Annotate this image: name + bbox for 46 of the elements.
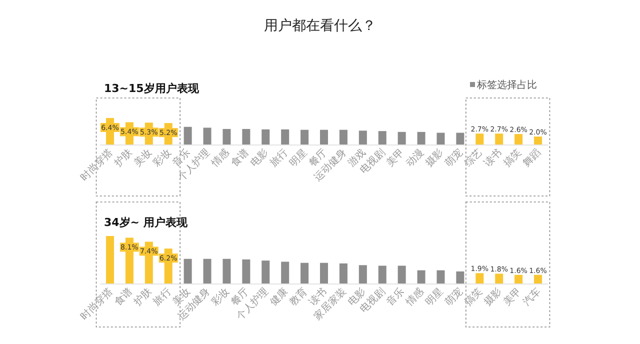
bar xyxy=(320,262,328,284)
x-tick-label: 音乐 xyxy=(384,286,407,308)
bar xyxy=(222,128,231,145)
bar xyxy=(495,274,504,284)
legend: 标签选择占比 xyxy=(470,80,537,91)
bar xyxy=(222,258,231,284)
x-tick-label: 明星 xyxy=(288,147,310,170)
bar xyxy=(417,132,426,145)
bar xyxy=(398,132,406,145)
bar xyxy=(203,258,212,284)
bar xyxy=(242,259,250,284)
legend-label: 标签选择占比 xyxy=(476,79,537,91)
bar xyxy=(300,262,309,284)
bar xyxy=(476,134,484,145)
bar xyxy=(514,274,523,284)
bar xyxy=(320,130,328,145)
x-tick-label: 彩妆 xyxy=(150,146,174,170)
bar xyxy=(184,126,192,145)
bar xyxy=(398,266,406,284)
bar xyxy=(417,270,426,284)
bar xyxy=(514,134,523,145)
bar xyxy=(495,134,504,145)
bar xyxy=(106,236,114,284)
bar xyxy=(262,260,270,284)
bar xyxy=(339,263,348,284)
bar xyxy=(339,130,348,145)
bar xyxy=(476,273,484,284)
bar xyxy=(242,128,250,145)
bar xyxy=(358,265,367,284)
bar xyxy=(534,136,542,145)
chart-subtitle: 13~15岁用户表现 xyxy=(104,82,200,95)
bar xyxy=(534,274,542,284)
bar xyxy=(281,262,290,284)
bar xyxy=(358,130,367,145)
chart-title: 用户都在看什么？ xyxy=(264,18,376,34)
bar xyxy=(203,128,212,145)
bar xyxy=(300,130,309,145)
bar xyxy=(378,266,386,284)
bar xyxy=(184,258,192,284)
bar xyxy=(262,129,270,145)
bar xyxy=(378,131,386,145)
chart-subtitle: 34岁~ 用户表现 xyxy=(104,216,188,229)
x-tick-label: 彩妆 xyxy=(209,286,232,308)
bar xyxy=(436,132,445,145)
bar xyxy=(281,129,290,145)
bar xyxy=(436,270,445,284)
